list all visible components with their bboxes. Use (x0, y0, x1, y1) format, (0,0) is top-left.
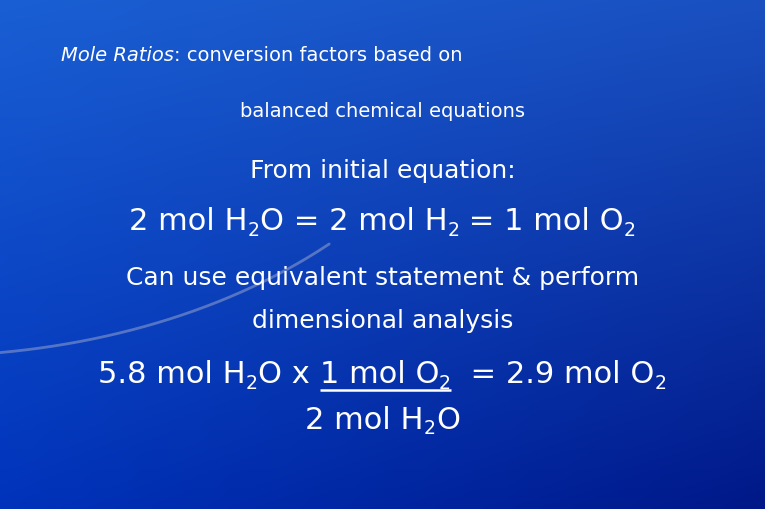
Text: 2: 2 (439, 373, 451, 392)
Text: dimensional analysis: dimensional analysis (252, 308, 513, 333)
Text: 2: 2 (624, 220, 636, 239)
Text: 2: 2 (246, 373, 258, 392)
Text: : conversion factors based on: : conversion factors based on (174, 46, 463, 65)
Text: 2: 2 (448, 220, 459, 239)
Text: 5.8 mol H: 5.8 mol H (99, 360, 246, 388)
Text: O x: O x (258, 360, 320, 388)
Text: 2: 2 (655, 373, 666, 392)
Text: 1 mol O: 1 mol O (320, 360, 439, 388)
Text: O: O (436, 406, 460, 434)
Text: 2 mol H: 2 mol H (305, 406, 424, 434)
Text: O = 2 mol H: O = 2 mol H (259, 207, 448, 236)
Text: Can use equivalent statement & perform: Can use equivalent statement & perform (126, 265, 639, 290)
Text: = 2.9 mol O: = 2.9 mol O (451, 360, 655, 388)
Text: From initial equation:: From initial equation: (249, 158, 516, 183)
Text: 2: 2 (248, 220, 259, 239)
Text: 2: 2 (424, 418, 436, 438)
Text: 2 mol H: 2 mol H (129, 207, 248, 236)
Text: balanced chemical equations: balanced chemical equations (240, 102, 525, 121)
Text: = 1 mol O: = 1 mol O (459, 207, 624, 236)
Text: Mole Ratios: Mole Ratios (61, 46, 174, 65)
